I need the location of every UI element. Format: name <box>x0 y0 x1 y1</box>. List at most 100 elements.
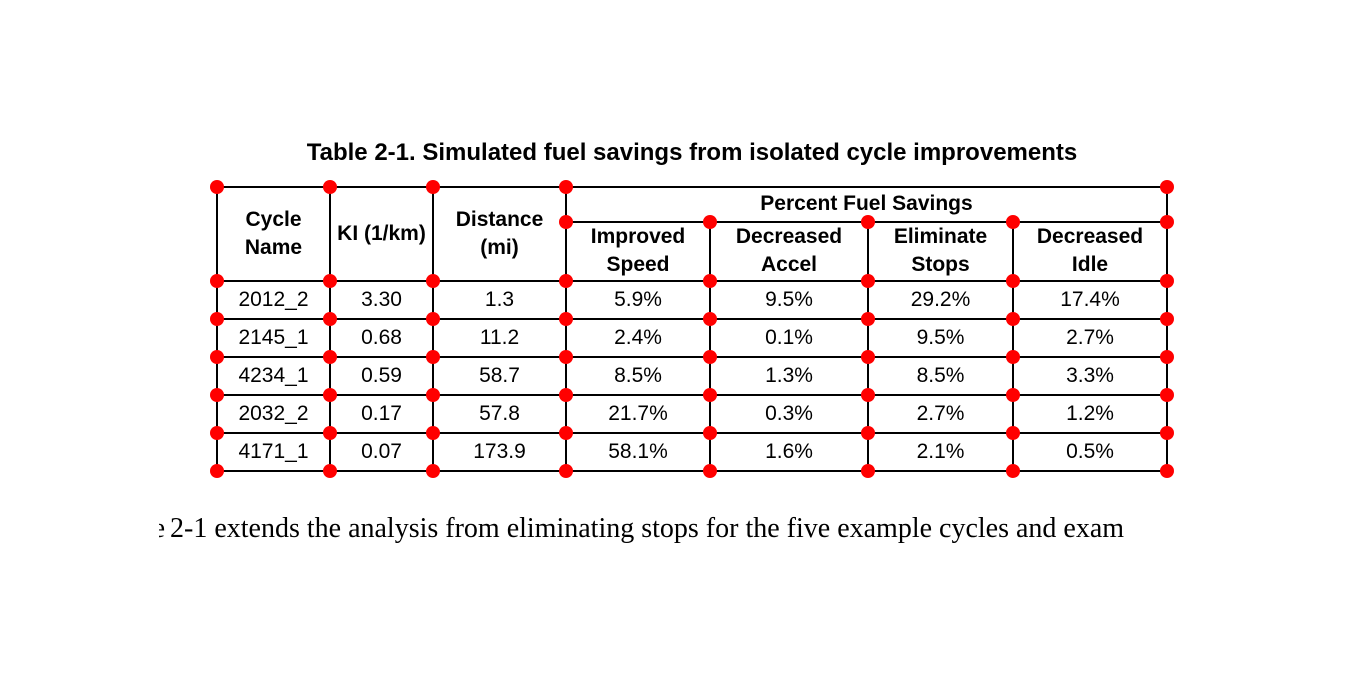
grid-corner-dot <box>1006 387 1020 402</box>
grid-corner-dot <box>703 215 717 229</box>
cell-decreased-accel: 0.3% <box>709 393 869 434</box>
column-header-cycle-name: Cycle Name <box>216 186 331 282</box>
grid-corner-dot <box>426 180 440 194</box>
cell-cycle-name: 2145_1 <box>216 317 331 358</box>
cell-cycle-name: 4171_1 <box>216 431 331 472</box>
grid-corner-dot <box>426 387 440 402</box>
grid-corner-dot <box>703 349 717 364</box>
cell-decreased-idle: 1.2% <box>1012 393 1168 434</box>
grid-corner-dot <box>703 425 717 440</box>
cell-ki: 0.17 <box>329 393 434 434</box>
grid-corner-dot <box>1160 349 1174 364</box>
grid-corner-dot <box>426 273 440 288</box>
grid-corner-dot <box>1006 349 1020 364</box>
grid-corner-dot <box>559 311 573 326</box>
cell-distance: 173.9 <box>432 431 567 472</box>
grid-corner-dot <box>559 425 573 440</box>
cell-improved-speed: 5.9% <box>565 279 711 320</box>
cell-ki: 3.30 <box>329 279 434 320</box>
grid-corner-dot <box>210 311 224 326</box>
grid-corner-dot <box>861 463 875 478</box>
table-row: 2012_2 3.30 1.3 5.9% 9.5% 29.2% 17.4% <box>216 279 1168 320</box>
cell-cycle-name: 2032_2 <box>216 393 331 434</box>
column-header-distance: Distance (mi) <box>432 186 567 282</box>
cell-distance: 1.3 <box>432 279 567 320</box>
grid-corner-dot <box>426 311 440 326</box>
grid-corner-dot <box>1160 463 1174 478</box>
grid-corner-dot <box>210 463 224 478</box>
cell-ki: 0.07 <box>329 431 434 472</box>
column-header-ki: KI (1/km) <box>329 186 434 282</box>
table-row: 4171_1 0.07 173.9 58.1% 1.6% 2.1% 0.5% <box>216 431 1168 472</box>
grid-corner-dot <box>559 273 573 288</box>
cell-decreased-accel: 9.5% <box>709 279 869 320</box>
grid-corner-dot <box>559 215 573 229</box>
grid-corner-dot <box>1160 387 1174 402</box>
grid-corner-dot <box>1006 215 1020 229</box>
cell-eliminate-stops: 2.7% <box>867 393 1014 434</box>
grid-corner-dot <box>559 463 573 478</box>
grid-corner-dot <box>210 349 224 364</box>
cell-improved-speed: 2.4% <box>565 317 711 358</box>
grid-corner-dot <box>323 180 337 194</box>
cell-cycle-name: 4234_1 <box>216 355 331 396</box>
cell-eliminate-stops: 2.1% <box>867 431 1014 472</box>
cell-decreased-accel: 1.3% <box>709 355 869 396</box>
grid-corner-dot <box>703 273 717 288</box>
grid-corner-dot <box>210 425 224 440</box>
cell-improved-speed: 58.1% <box>565 431 711 472</box>
cell-decreased-idle: 2.7% <box>1012 317 1168 358</box>
grid-corner-dot <box>323 349 337 364</box>
grid-corner-dot <box>323 273 337 288</box>
grid-corner-dot <box>426 349 440 364</box>
cell-distance: 57.8 <box>432 393 567 434</box>
grid-corner-dot <box>1160 215 1174 229</box>
clipped-word-fragment: e <box>159 511 165 547</box>
grid-corner-dot <box>1006 273 1020 288</box>
cell-ki: 0.68 <box>329 317 434 358</box>
table-row: 2032_2 0.17 57.8 21.7% 0.3% 2.7% 1.2% <box>216 393 1168 434</box>
cell-distance: 58.7 <box>432 355 567 396</box>
grid-corner-dot <box>559 387 573 402</box>
table-row: 2145_1 0.68 11.2 2.4% 0.1% 9.5% 2.7% <box>216 317 1168 358</box>
grid-corner-dot <box>861 311 875 326</box>
grid-corner-dot <box>861 273 875 288</box>
cell-eliminate-stops: 29.2% <box>867 279 1014 320</box>
grid-corner-dot <box>861 215 875 229</box>
table-row: 4234_1 0.59 58.7 8.5% 1.3% 8.5% 3.3% <box>216 355 1168 396</box>
cell-eliminate-stops: 8.5% <box>867 355 1014 396</box>
grid-corner-dot <box>861 387 875 402</box>
cell-decreased-idle: 17.4% <box>1012 279 1168 320</box>
fuel-savings-table: Cycle Name KI (1/km) Distance (mi) Perce… <box>216 186 1168 472</box>
grid-corner-dot <box>1006 311 1020 326</box>
column-header-decreased-accel: Decreased Accel <box>709 221 869 282</box>
cell-decreased-accel: 0.1% <box>709 317 869 358</box>
column-header-eliminate-stops: Eliminate Stops <box>867 221 1014 282</box>
cell-decreased-accel: 1.6% <box>709 431 869 472</box>
grid-corner-dot <box>323 387 337 402</box>
grid-corner-dot <box>1006 463 1020 478</box>
cell-improved-speed: 8.5% <box>565 355 711 396</box>
grid-corner-dot <box>559 180 573 194</box>
grid-corner-dot <box>426 425 440 440</box>
grid-corner-dot <box>426 463 440 478</box>
grid-corner-dot <box>210 273 224 288</box>
cell-eliminate-stops: 9.5% <box>867 317 1014 358</box>
grid-corner-dot <box>323 311 337 326</box>
column-header-improved-speed: Improved Speed <box>565 221 711 282</box>
cell-decreased-idle: 0.5% <box>1012 431 1168 472</box>
grid-corner-dot <box>703 463 717 478</box>
grid-corner-dot <box>1006 425 1020 440</box>
cell-ki: 0.59 <box>329 355 434 396</box>
grid-corner-dot <box>210 180 224 194</box>
column-header-decreased-idle: Decreased Idle <box>1012 221 1168 282</box>
grid-corner-dot <box>861 349 875 364</box>
grid-corner-dot <box>861 425 875 440</box>
grid-corner-dot <box>1160 425 1174 440</box>
grid-corner-dot <box>1160 180 1174 194</box>
grid-corner-dot <box>1160 311 1174 326</box>
cell-decreased-idle: 3.3% <box>1012 355 1168 396</box>
grid-corner-dot <box>703 387 717 402</box>
grid-corner-dot <box>210 387 224 402</box>
